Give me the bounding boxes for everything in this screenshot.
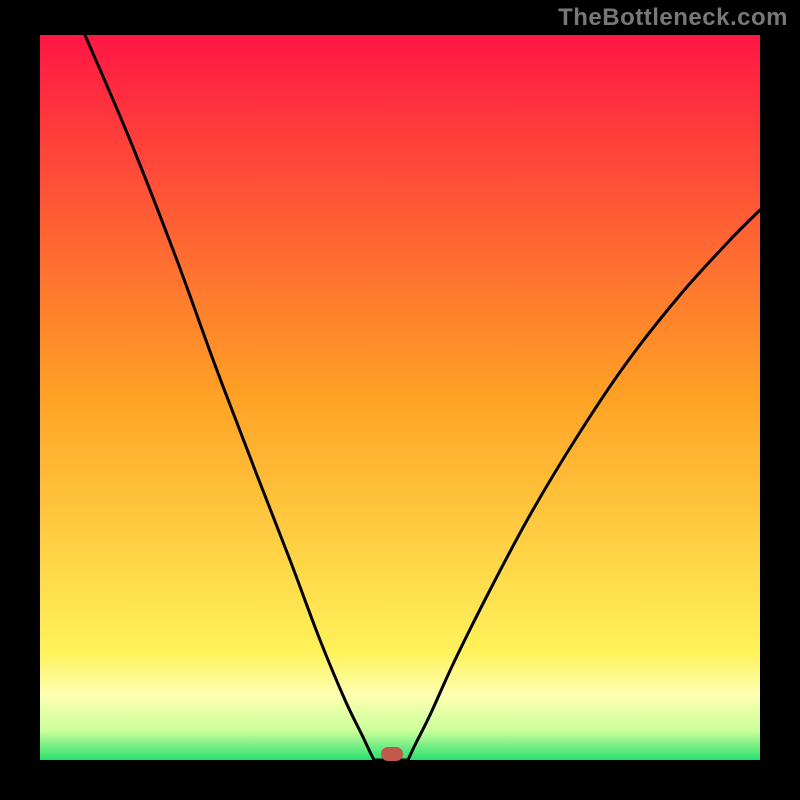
chart-container: TheBottleneck.com [0,0,800,800]
watermark-text: TheBottleneck.com [558,4,788,32]
optimal-point-marker [381,747,403,761]
plot-area [40,35,760,760]
